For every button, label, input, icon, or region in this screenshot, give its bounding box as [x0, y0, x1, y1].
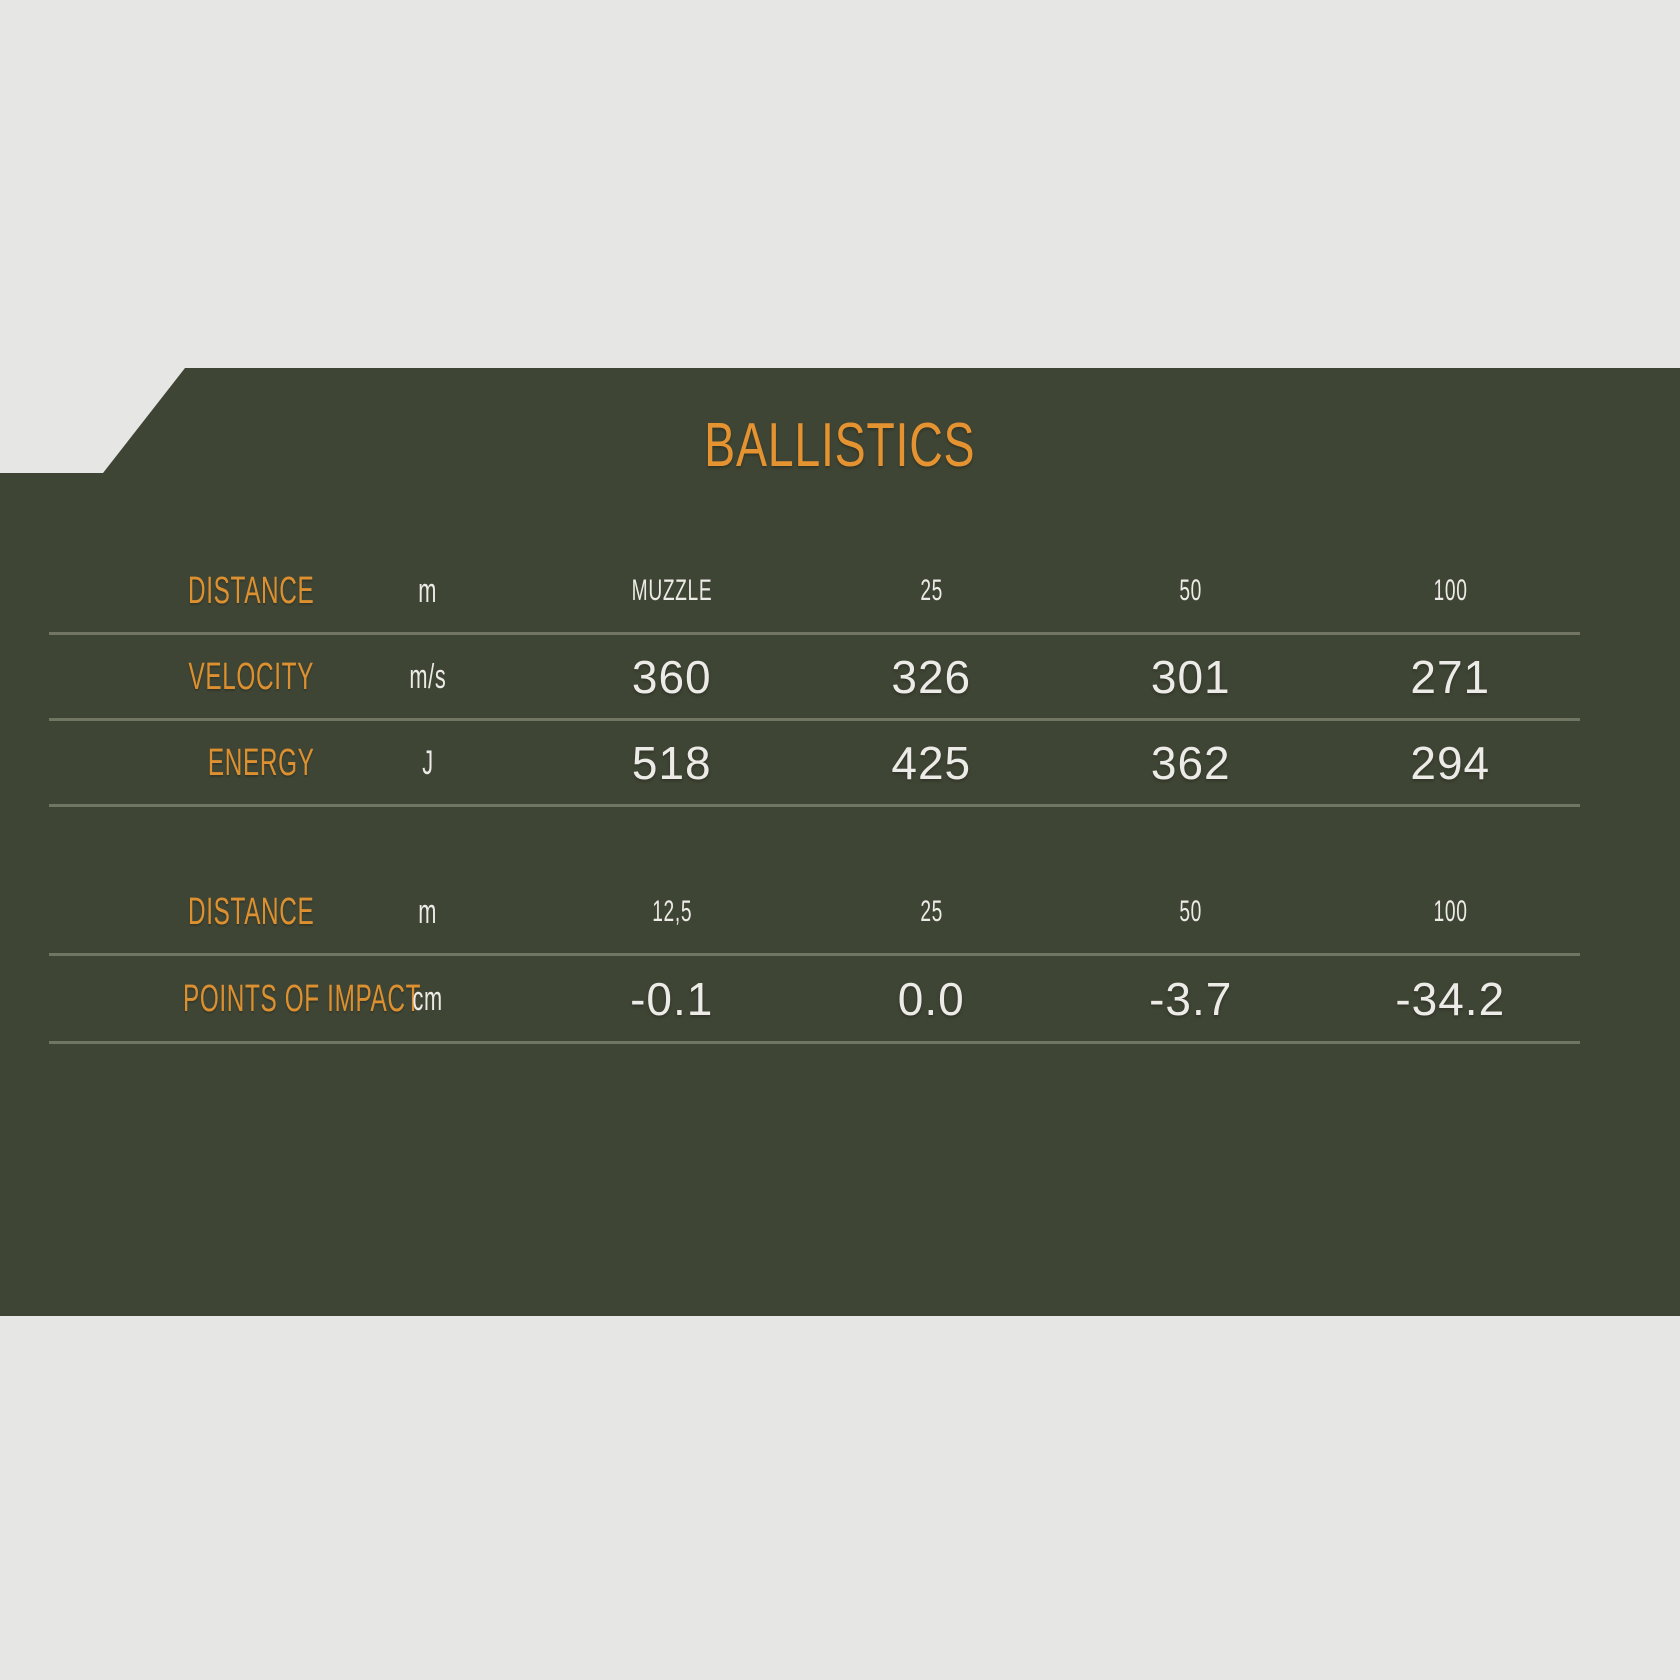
distance-value: 25	[919, 573, 943, 607]
energy-value: 294	[1410, 736, 1491, 789]
row-label: DISTANCE	[187, 890, 314, 933]
distance-value: 25	[919, 894, 943, 928]
impact-value: -0.1	[630, 972, 714, 1025]
ballistics-panel: BALLISTICS DISTANCE m MUZZLE 25 50 100 V…	[0, 368, 1680, 1316]
row-label: VELOCITY	[188, 655, 314, 698]
distance-value: MUZZLE	[631, 573, 713, 607]
impact-value: 0.0	[897, 972, 965, 1025]
impact-value: -34.2	[1395, 972, 1506, 1025]
table-points-of-impact: DISTANCE m 12,5 25 50 100 POINTS OF IMPA…	[49, 870, 1580, 1044]
table-row-distance-header: DISTANCE m 12,5 25 50 100	[49, 870, 1580, 956]
row-unit: m/s	[409, 657, 447, 696]
velocity-value: 360	[631, 650, 712, 703]
row-unit: cm	[412, 979, 444, 1018]
velocity-value: 326	[891, 650, 972, 703]
row-unit: m	[418, 892, 438, 931]
distance-value: 12,5	[651, 894, 692, 928]
velocity-value: 301	[1150, 650, 1231, 703]
energy-value: 425	[891, 736, 972, 789]
row-unit: J	[422, 743, 434, 782]
table-row-points-of-impact: POINTS OF IMPACT cm -0.1 0.0 -3.7 -34.2	[49, 956, 1580, 1044]
row-label: DISTANCE	[187, 569, 314, 612]
table-row-velocity: VELOCITY m/s 360 326 301 271	[49, 635, 1580, 721]
row-unit: m	[418, 571, 438, 610]
table-row-distance-header: DISTANCE m MUZZLE 25 50 100	[49, 549, 1580, 635]
table-row-energy: ENERGY J 518 425 362 294	[49, 721, 1580, 807]
distance-value: 50	[1179, 894, 1203, 928]
distance-value: 100	[1433, 894, 1468, 928]
row-label: ENERGY	[207, 741, 314, 784]
energy-value: 362	[1150, 736, 1231, 789]
panel-title-text: BALLISTICS	[704, 411, 976, 480]
panel-title: BALLISTICS	[0, 415, 1680, 477]
distance-value: 100	[1433, 573, 1468, 607]
distance-value: 50	[1179, 573, 1203, 607]
table-velocity-energy: DISTANCE m MUZZLE 25 50 100 VELOCITY m/s…	[49, 549, 1580, 807]
velocity-value: 271	[1410, 650, 1491, 703]
energy-value: 518	[631, 736, 712, 789]
impact-value: -3.7	[1149, 972, 1233, 1025]
row-label: POINTS OF IMPACT	[182, 977, 422, 1020]
